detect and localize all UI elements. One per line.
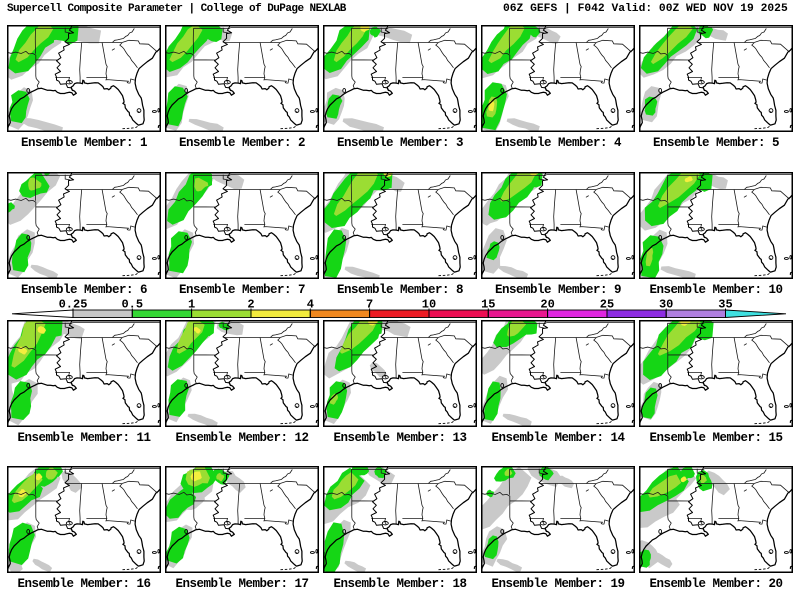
svg-text:7: 7 [366, 298, 373, 312]
svg-text:0.25: 0.25 [59, 298, 88, 312]
svg-text:1: 1 [188, 298, 195, 312]
svg-text:35: 35 [718, 298, 732, 312]
svg-text:25: 25 [600, 298, 614, 312]
svg-text:4: 4 [307, 298, 314, 312]
svg-text:10: 10 [422, 298, 436, 312]
svg-text:30: 30 [659, 298, 673, 312]
svg-text:15: 15 [481, 298, 495, 312]
svg-text:0.5: 0.5 [121, 298, 143, 312]
svg-text:20: 20 [540, 298, 554, 312]
svg-text:2: 2 [247, 298, 254, 312]
